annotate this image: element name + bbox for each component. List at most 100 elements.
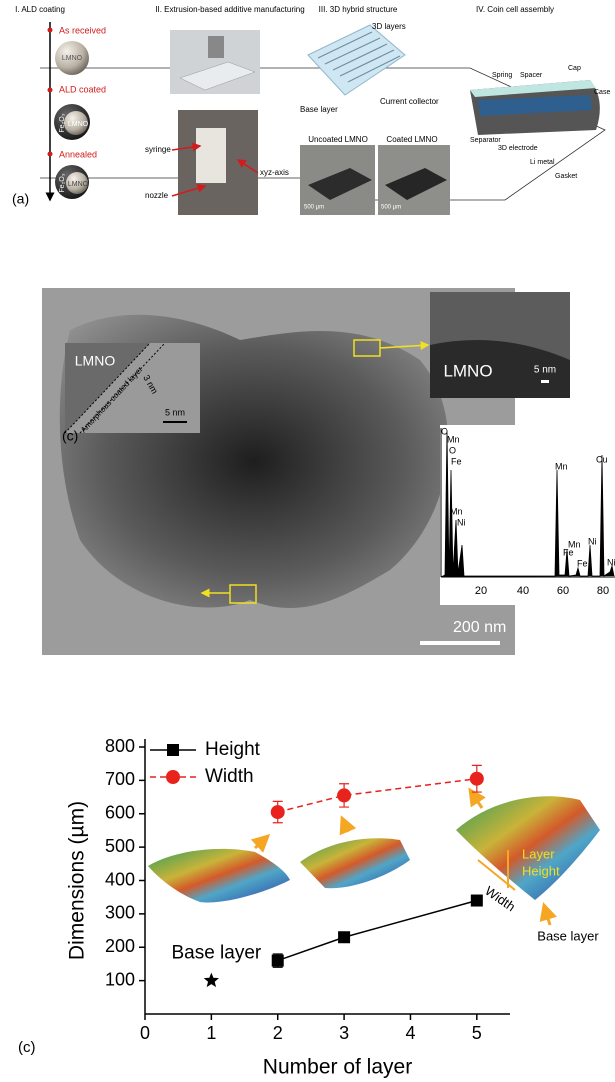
- series-line: [278, 901, 477, 961]
- cell-label: Cap: [568, 65, 581, 72]
- structure-label: Current collector: [380, 97, 439, 106]
- structure-render: [308, 25, 405, 95]
- scale-label: 500 µm: [304, 205, 324, 211]
- structure-label: Base layer: [300, 105, 338, 114]
- annotation: Base layer: [171, 943, 261, 964]
- inset-label: Layer: [522, 846, 555, 861]
- peak-label: Ni: [457, 517, 466, 527]
- peak-label: Cu: [596, 454, 608, 464]
- y-tick-label: 500: [105, 836, 135, 856]
- panel-b: LMNO 5 nm LMNO 3 nm Amorphous coated lay…: [42, 288, 615, 655]
- cell-label: Gasket: [555, 173, 577, 180]
- y-tick-label: 400: [105, 869, 135, 889]
- panel-label: (a): [12, 191, 29, 207]
- pointer: [470, 790, 482, 808]
- x-tick-label: 1: [206, 1023, 216, 1043]
- data-point: [337, 788, 351, 802]
- peak-label: Mn: [450, 506, 463, 516]
- panel-label: (c): [18, 1039, 36, 1056]
- y-tick-label: 700: [105, 769, 135, 789]
- shell-label: Fe₂O₃: [59, 173, 66, 192]
- stage-label: Annealed: [59, 149, 97, 159]
- peak-label: O: [449, 445, 456, 455]
- data-point: [272, 955, 284, 967]
- legend-label: Height: [205, 739, 261, 760]
- x-tick-label: 4: [405, 1023, 415, 1043]
- figure: I. ALD coating II. Extrusion-based addit…: [0, 0, 615, 1082]
- scale-label: 5 nm: [534, 365, 556, 376]
- y-tick-label: 600: [105, 803, 135, 823]
- legend-marker: [166, 770, 180, 784]
- peak-label: Mn: [447, 434, 460, 444]
- stage-dot: [48, 28, 53, 33]
- particle-label: LMNO: [62, 55, 83, 62]
- heading: IV. Coin cell assembly: [476, 5, 554, 14]
- panel-a: I. ALD coating II. Extrusion-based addit…: [12, 5, 610, 215]
- cell-label: Li metal: [530, 159, 555, 166]
- data-point: [471, 895, 483, 907]
- eds-tick-label: 20: [475, 585, 487, 597]
- particle-label: LMNO: [68, 121, 89, 128]
- pointer: [544, 905, 550, 925]
- peak-label: Ni: [607, 557, 615, 567]
- eds-tick-label: 40: [517, 585, 529, 597]
- data-point: [470, 772, 484, 786]
- x-tick-label: 3: [339, 1023, 349, 1043]
- scale-label: 5 nm: [165, 407, 185, 417]
- cell-label: Case: [594, 89, 610, 96]
- peak-label: Ni: [588, 536, 597, 546]
- scale-bar: [163, 421, 187, 423]
- pointer: [255, 836, 268, 848]
- scale-label: 500 µm: [381, 205, 401, 211]
- scale-bar: [541, 380, 549, 383]
- peak-label: Mn: [555, 461, 568, 471]
- cell-label: 3D electrode: [498, 145, 538, 152]
- y-tick-label: 300: [105, 903, 135, 923]
- y-tick-label: 100: [105, 969, 135, 989]
- x-tick-label: 2: [273, 1023, 283, 1043]
- x-tick-label: 0: [140, 1023, 150, 1043]
- legend-label: Width: [205, 766, 254, 787]
- structure-label: 3D layers: [372, 22, 406, 31]
- photo-label: Coated LMNO: [386, 135, 437, 144]
- stage-label: As received: [59, 25, 106, 35]
- base-layer-point: [204, 973, 219, 987]
- inset-label: Height: [522, 863, 560, 878]
- surface-map: [148, 849, 290, 903]
- photo-label: Uncoated LMNO: [308, 135, 368, 144]
- stage-dot: [48, 152, 53, 157]
- stage-dot: [48, 88, 53, 93]
- data-point: [271, 805, 285, 819]
- printer-part: [196, 128, 226, 183]
- eds-spectrum: [440, 425, 615, 605]
- cell-label: Separator: [470, 137, 501, 144]
- peak-label: Fe: [563, 547, 574, 557]
- stage-label: ALD coated: [59, 84, 106, 94]
- printer-label: syringe: [145, 145, 171, 154]
- peak-label: Fe: [451, 456, 462, 466]
- data-point: [338, 931, 350, 943]
- peak-label: Fe: [577, 558, 588, 568]
- hrtem-label: LMNO: [443, 361, 492, 380]
- eds-tick-label: 80: [597, 585, 609, 597]
- cell-label: Spacer: [520, 72, 543, 79]
- pointer: [342, 818, 348, 832]
- y-tick-label: 200: [105, 936, 135, 956]
- panel-label: (c): [62, 428, 78, 444]
- x-tick-label: 5: [472, 1023, 482, 1043]
- printer-label: nozzle: [145, 191, 169, 200]
- heading: III. 3D hybrid structure: [319, 5, 398, 14]
- shell-label: Fe₂O₃: [59, 113, 66, 132]
- x-axis-title: Number of layer: [263, 1056, 412, 1079]
- eds-tick-label: 60: [557, 585, 569, 597]
- printer-label: xyz-axis: [260, 168, 289, 177]
- heading: I. ALD coating: [15, 5, 65, 14]
- y-axis-title: Dimensions (µm): [66, 801, 89, 960]
- heading: II. Extrusion-based additive manufacturi…: [155, 5, 304, 14]
- scale-bar: [420, 641, 500, 645]
- surface-map: [300, 838, 410, 888]
- legend-marker: [167, 744, 179, 756]
- nozzle-render: [208, 36, 224, 58]
- y-tick-label: 800: [105, 736, 135, 756]
- cell-label: Spring: [492, 72, 512, 79]
